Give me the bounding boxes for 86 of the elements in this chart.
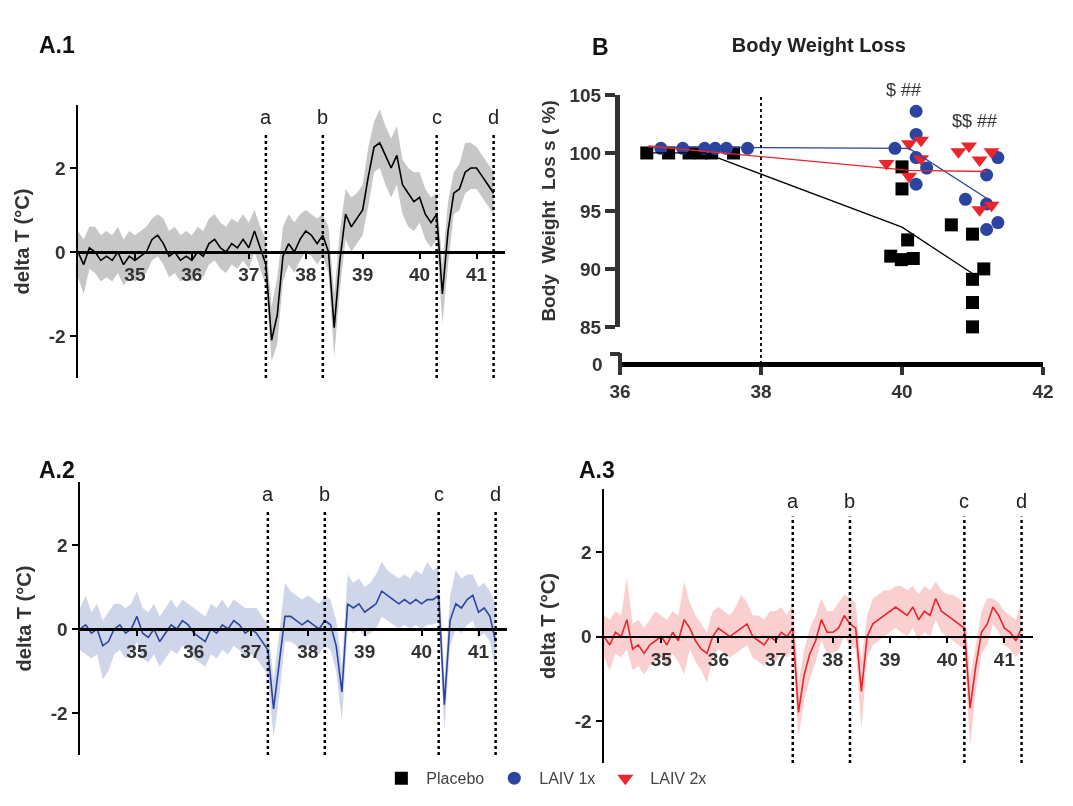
legend-label: LAIV 2x xyxy=(650,770,707,788)
point xyxy=(977,262,991,276)
point xyxy=(895,182,909,196)
point xyxy=(958,192,972,206)
x-tick-label: 40 xyxy=(409,264,431,286)
y-tick-label: -2 xyxy=(50,702,68,724)
y-axis-title: delta T (°C) xyxy=(13,565,36,672)
legend-label: LAIV 1x xyxy=(539,770,596,788)
x-tick-label: 37 xyxy=(240,641,262,663)
y-tick-label: 2 xyxy=(581,541,592,563)
x-tick-label: 40 xyxy=(891,380,913,402)
ref-line-label: b xyxy=(844,490,856,512)
x-tick-label: 37 xyxy=(765,648,787,670)
y-tick-label: 105 xyxy=(569,84,602,106)
y-tick-label: 95 xyxy=(580,200,602,222)
text: A.1 xyxy=(39,32,75,58)
x-tick-label: 40 xyxy=(411,641,433,663)
line-series xyxy=(80,590,497,710)
x-tick-label: 41 xyxy=(465,264,488,286)
point xyxy=(944,218,958,232)
text: B xyxy=(592,34,609,60)
y-axis-title: delta T (°C) xyxy=(11,188,34,295)
annotation: $$ ## xyxy=(952,111,998,131)
ref-line-label: a xyxy=(787,490,799,512)
point xyxy=(966,272,979,286)
point xyxy=(909,104,923,118)
x-tick-label: 41 xyxy=(467,641,490,663)
ref-line-label: a xyxy=(260,106,272,128)
point xyxy=(966,320,979,334)
x-tick-label: 36 xyxy=(181,264,203,286)
ref-line-label: d xyxy=(490,483,502,505)
x-tick-label: 38 xyxy=(297,641,319,663)
point xyxy=(983,201,1000,213)
y-tick-label: 90 xyxy=(580,258,602,280)
ref-line-label: d xyxy=(488,106,500,128)
y-tick-label: 2 xyxy=(55,157,66,179)
y-tick-label: -2 xyxy=(48,325,66,347)
x-tick-label: 39 xyxy=(879,648,901,670)
y-tick-label: 85 xyxy=(580,316,602,338)
point xyxy=(980,168,994,182)
x-tick-label: 36 xyxy=(609,380,631,402)
ref-line-label: d xyxy=(1016,490,1028,512)
point xyxy=(906,251,920,265)
ref-line-label: c xyxy=(432,106,442,128)
point xyxy=(909,177,923,191)
x-tick-label: 39 xyxy=(352,264,374,286)
point xyxy=(878,159,895,171)
point xyxy=(991,216,1005,230)
x-tick-label: 41 xyxy=(993,648,1016,670)
x-tick-label: 36 xyxy=(183,641,205,663)
x-tick-label: 40 xyxy=(936,648,958,670)
point xyxy=(966,227,979,241)
legend-label: Placebo xyxy=(426,770,485,788)
x-tick-label: 35 xyxy=(126,641,148,663)
x-tick-label: 38 xyxy=(295,264,317,286)
y-tick-label: 0 xyxy=(581,626,592,648)
y-tick-label: 100 xyxy=(569,142,602,164)
y-tick-label: 2 xyxy=(57,534,68,556)
y-axis-title: delta T (°C) xyxy=(537,573,560,679)
x-tick-label: 35 xyxy=(650,648,673,670)
x-tick-label: 37 xyxy=(238,264,260,286)
annotation: $ ## xyxy=(886,80,922,100)
y-tick-label: -2 xyxy=(574,710,592,732)
x-tick-label: 35 xyxy=(124,264,146,286)
x-tick-label: 39 xyxy=(354,641,376,663)
x-tick-label: 38 xyxy=(750,380,772,402)
point xyxy=(901,233,915,247)
ref-line-label: c xyxy=(959,490,969,512)
x-tick-label: 38 xyxy=(822,648,844,670)
point xyxy=(966,296,979,310)
x-tick-label: 36 xyxy=(707,648,729,670)
text: A.2 xyxy=(39,457,75,483)
line-series xyxy=(604,597,1023,714)
ref-line-label: b xyxy=(317,106,329,128)
ref-line-label: c xyxy=(434,483,444,505)
point xyxy=(895,160,909,174)
y-tick-label: 0 xyxy=(57,618,68,640)
ref-line-label: a xyxy=(262,483,274,505)
x-tick-label: 42 xyxy=(1032,380,1054,402)
chart-title: Body Weight Loss xyxy=(731,34,906,56)
text: A.3 xyxy=(579,457,615,483)
y-tick-label: 0 xyxy=(55,241,66,263)
point xyxy=(894,253,908,267)
point xyxy=(980,222,994,236)
ref-line-label: b xyxy=(319,483,331,505)
y-axis-title: Body Weight Los s ( %) xyxy=(538,100,560,322)
